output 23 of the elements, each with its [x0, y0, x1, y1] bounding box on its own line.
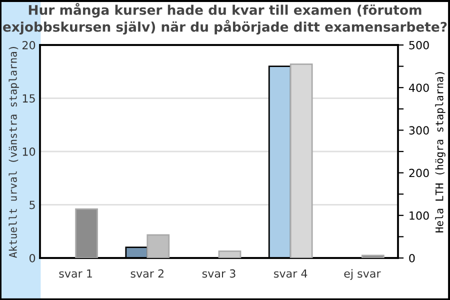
bar	[75, 208, 98, 258]
x-tick-label: svar 2	[130, 269, 164, 278]
x-tick-label: ej svar	[344, 269, 381, 280]
bar	[146, 234, 170, 258]
y2-tick-label: 200	[409, 168, 429, 178]
y-tick-label: 10	[22, 147, 36, 156]
y2-tick-label: 500	[409, 40, 429, 50]
y2-tick-label: 100	[410, 211, 429, 220]
y-tick-label: 15	[22, 94, 35, 103]
y-tick-label: 0	[29, 254, 36, 262]
y-axis-title: Aktuellt urval (vänstra staplarna)	[8, 47, 19, 258]
chart-title: Hur många kurser hade du kvar till examen (förutom exjobbskursen själv) när du påbörjade ditt examensarbete?	[3, 3, 447, 34]
x-tick-label: svar 3	[202, 269, 236, 278]
x-tick-label: svar 4	[274, 269, 308, 278]
y2-tick-label: 300	[409, 126, 429, 135]
y-tick-label: 20	[22, 40, 36, 50]
y2-tick-label: 400	[408, 84, 429, 92]
bar	[218, 250, 242, 258]
y-tick-label: 5	[30, 200, 35, 210]
x-tick-label: svar 1	[59, 269, 92, 278]
bar	[362, 254, 384, 258]
y2-tick-label: 0	[409, 254, 415, 262]
y2-axis-title: Hela LTH (högra staplarna)	[435, 72, 446, 232]
